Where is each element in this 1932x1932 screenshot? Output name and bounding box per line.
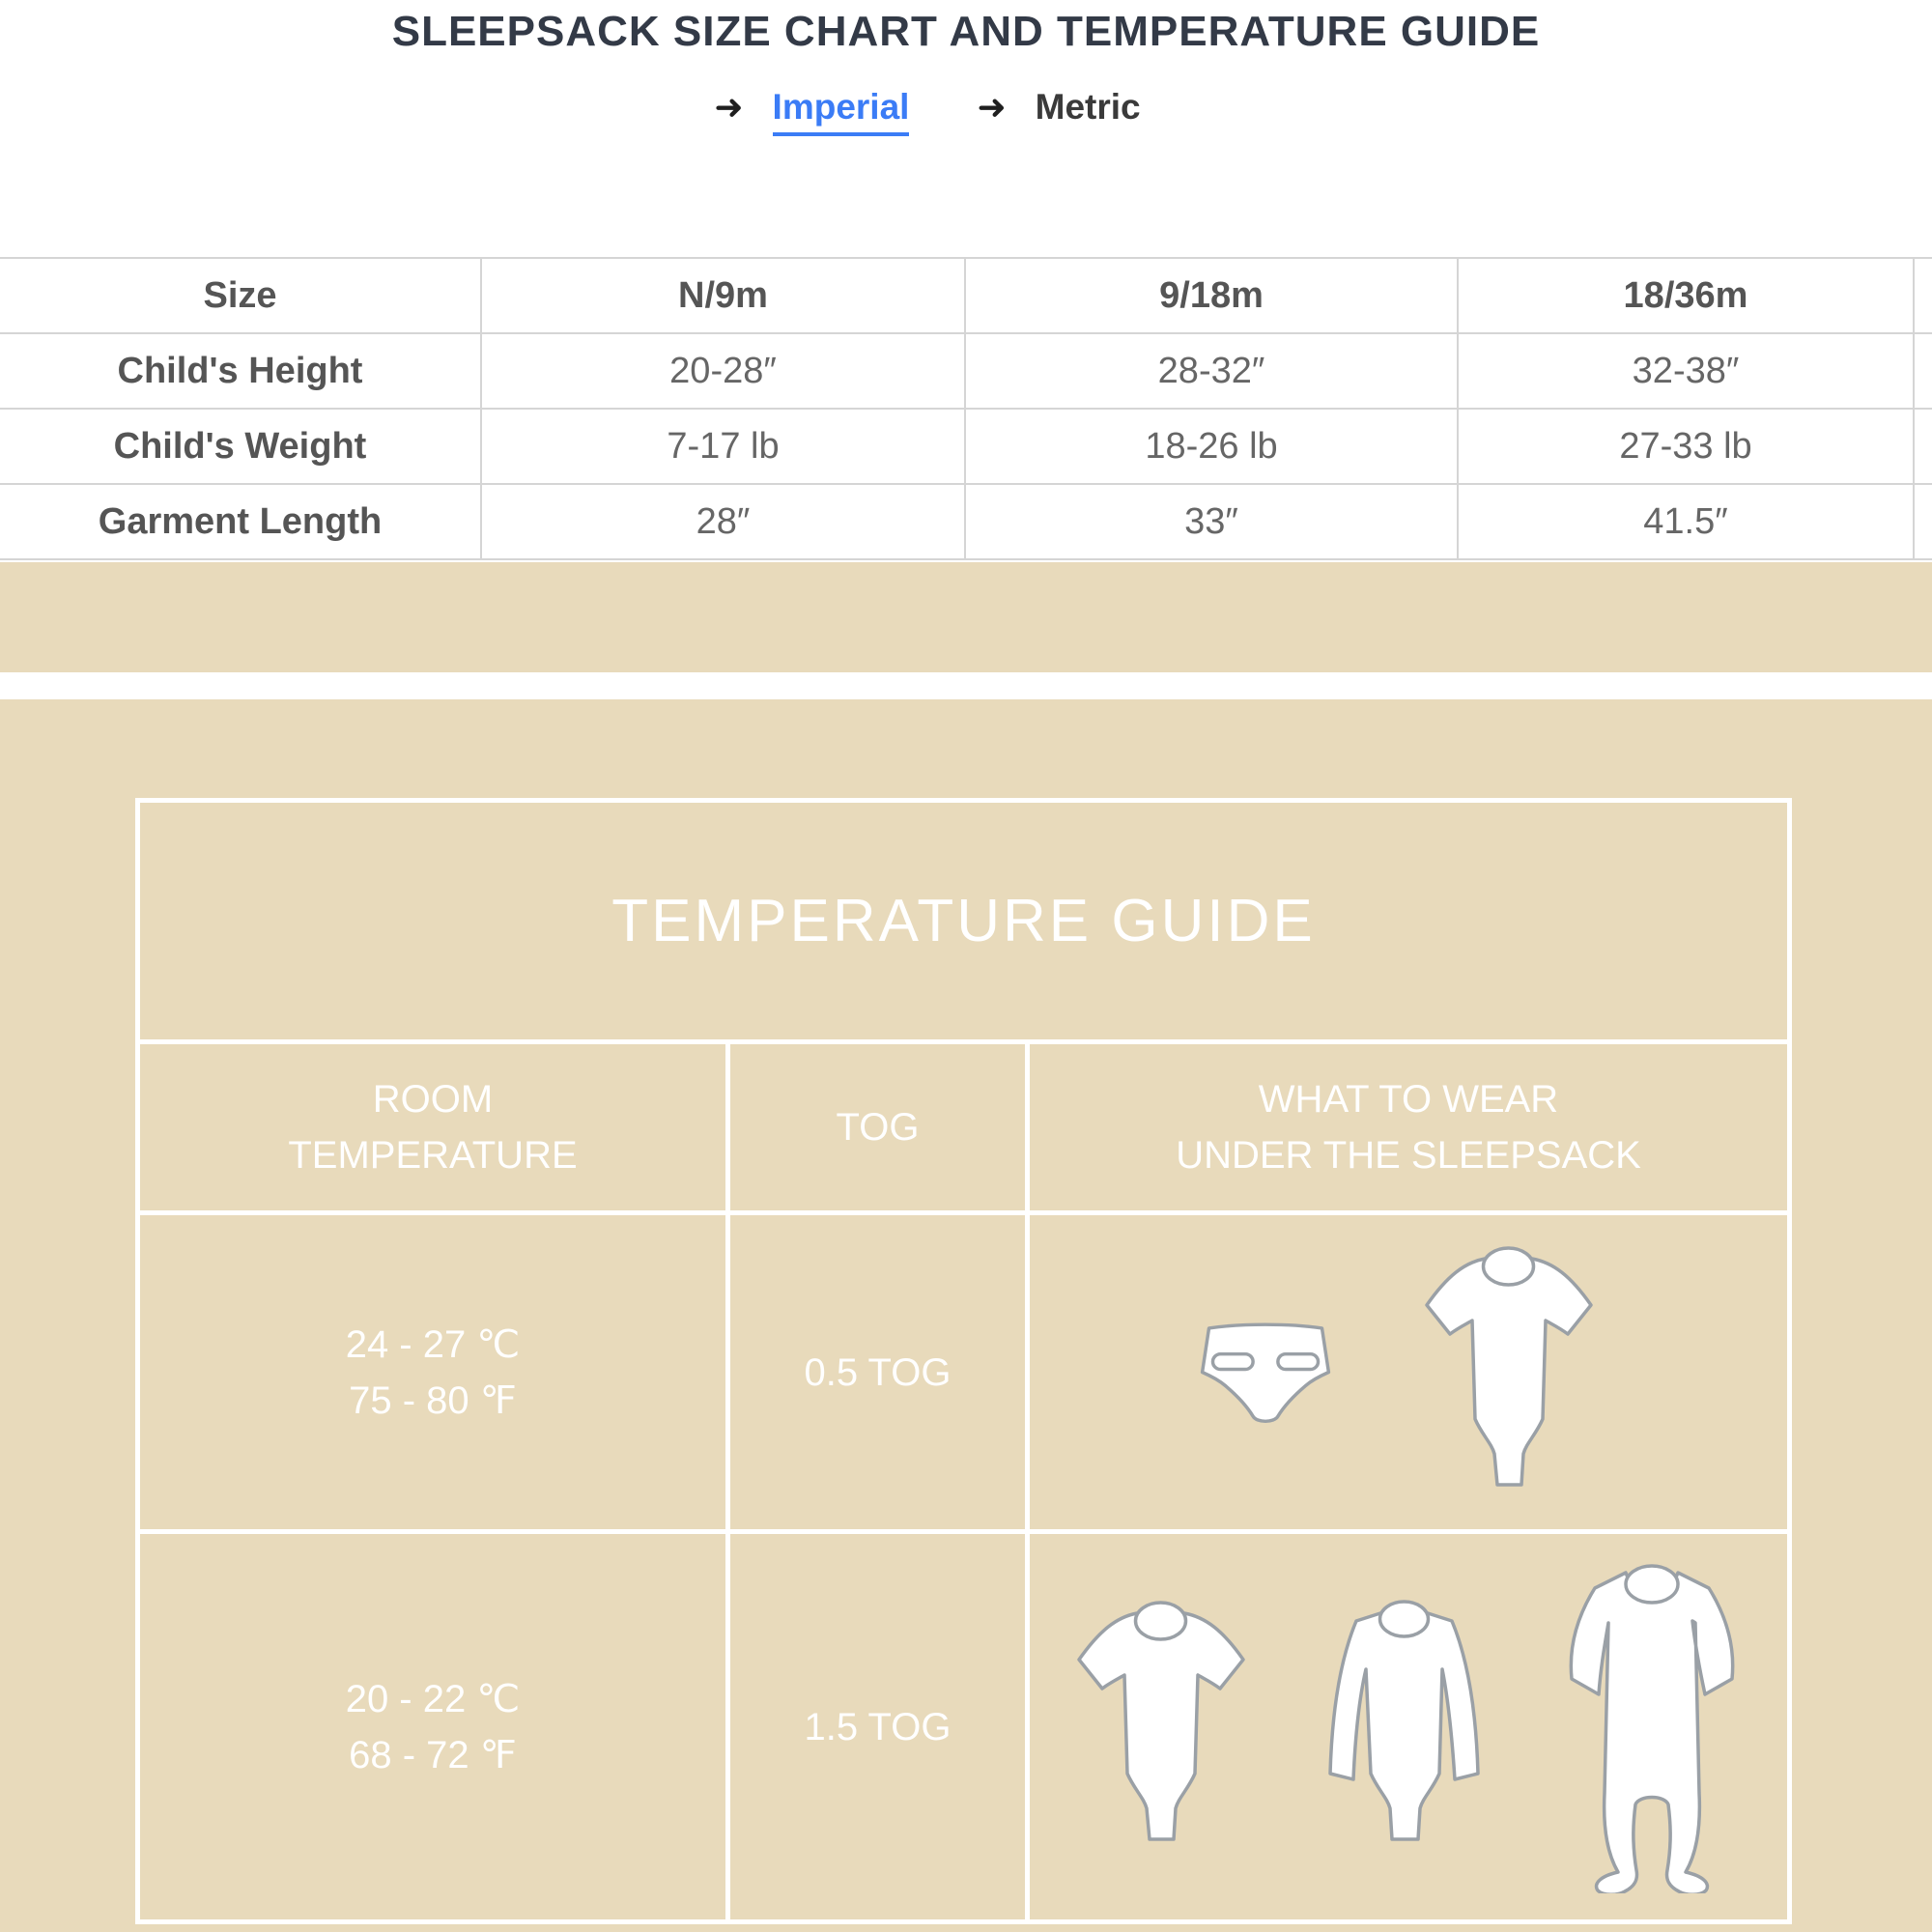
row-label-garment-length: Garment Length xyxy=(0,485,480,558)
size-table-overflow-cell xyxy=(1913,334,1932,408)
temperature-guide-header-row: ROOM TEMPERATURE TOG WHAT TO WEAR UNDER … xyxy=(140,1044,1787,1215)
imperial-link[interactable]: Imperial xyxy=(772,87,910,136)
table-row-weight: Child's Weight 7-17 lb 18-26 lb 27-33 lb xyxy=(0,410,1932,485)
room-temp-15tog: 20 - 22 ℃ 68 - 72 ℉ xyxy=(345,1677,521,1776)
size-table-overflow-cell xyxy=(1913,259,1932,332)
metric-link[interactable]: Metric xyxy=(1035,87,1141,127)
height-1836m: 32-38″ xyxy=(1457,334,1913,408)
room-temp-05tog: 24 - 27 ℃ 75 - 80 ℉ xyxy=(345,1322,521,1422)
garment-length-918m: 33″ xyxy=(964,485,1457,558)
page-title: SLEEPSACK SIZE CHART AND TEMPERATURE GUI… xyxy=(391,8,1541,55)
short-sleeve-bodysuit-icon xyxy=(1425,1245,1593,1487)
garment-length-1836m: 41.5″ xyxy=(1457,485,1913,558)
height-918m: 28-32″ xyxy=(964,334,1457,408)
table-row-height: Child's Height 20-28″ 28-32″ 32-38″ xyxy=(0,334,1932,410)
weight-n9m: 7-17 lb xyxy=(480,410,964,483)
row-label-height: Child's Height xyxy=(0,334,480,408)
size-table-header-1836m: 18/36m xyxy=(1457,259,1913,332)
size-chart-table: Size N/9m 9/18m 18/36m Child's Height 20… xyxy=(0,257,1932,560)
weight-918m: 18-26 lb xyxy=(964,410,1457,483)
tg-col-tog: TOG xyxy=(725,1044,1025,1210)
temperature-guide-row-15tog: 20 - 22 ℃ 68 - 72 ℉ 1.5 TOG xyxy=(140,1534,1787,1919)
arrow-right-icon: ➜ xyxy=(714,87,744,127)
table-row-garment-length: Garment Length 28″ 33″ 41.5″ xyxy=(0,485,1932,560)
size-table-header-row: Size N/9m 9/18m 18/36m xyxy=(0,259,1932,334)
size-table-header-n9m: N/9m xyxy=(480,259,964,332)
what-to-wear-15tog xyxy=(1025,1534,1787,1919)
row-label-weight: Child's Weight xyxy=(0,410,480,483)
unit-toggle: ➜ Imperial ➜ Metric xyxy=(0,87,1893,136)
temperature-guide-table: TEMPERATURE GUIDE ROOM TEMPERATURE TOG W… xyxy=(135,798,1792,1924)
temperature-guide-section: TEMPERATURE GUIDE ROOM TEMPERATURE TOG W… xyxy=(0,699,1932,1932)
weight-1836m: 27-33 lb xyxy=(1457,410,1913,483)
short-sleeve-bodysuit-icon xyxy=(1077,1600,1245,1841)
tg-col-what-to-wear: WHAT TO WEAR UNDER THE SLEEPSACK xyxy=(1025,1044,1787,1210)
size-table-header-918m: 9/18m xyxy=(964,259,1457,332)
what-to-wear-05tog xyxy=(1025,1215,1787,1529)
temperature-guide-title: TEMPERATURE GUIDE xyxy=(140,803,1787,1044)
height-n9m: 20-28″ xyxy=(480,334,964,408)
size-table-header-size: Size xyxy=(0,259,480,332)
tg-col-room-temperature: ROOM TEMPERATURE xyxy=(288,1078,578,1177)
diaper-icon xyxy=(1200,1321,1331,1423)
temperature-guide-row-05tog: 24 - 27 ℃ 75 - 80 ℉ 0.5 TOG xyxy=(140,1215,1787,1534)
tan-divider-band xyxy=(0,562,1932,672)
tog-value-15: 1.5 TOG xyxy=(725,1534,1025,1919)
size-table-overflow-cell xyxy=(1913,410,1932,483)
footed-pajama-icon xyxy=(1569,1563,1735,1893)
long-sleeve-bodysuit-icon xyxy=(1328,1599,1480,1841)
tog-value-05: 0.5 TOG xyxy=(725,1215,1025,1529)
arrow-right-icon: ➜ xyxy=(977,87,1007,127)
garment-length-n9m: 28″ xyxy=(480,485,964,558)
size-table-overflow-cell xyxy=(1913,485,1932,558)
